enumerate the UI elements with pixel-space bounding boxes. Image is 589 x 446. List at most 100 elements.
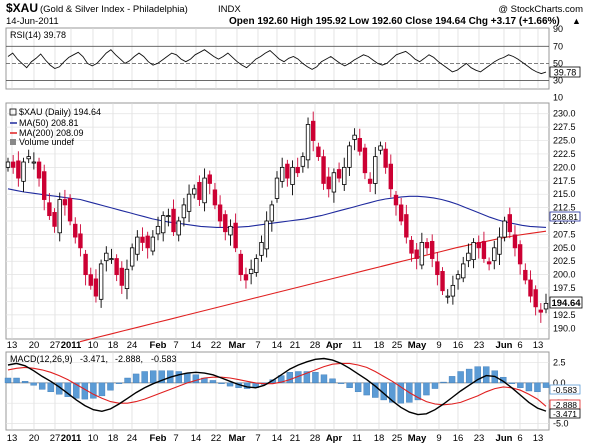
price-tick-label: 227.5 (553, 122, 576, 132)
candle-body (455, 274, 461, 280)
price-tick-label: 205.0 (553, 243, 576, 253)
x-tick-label: 7 (173, 340, 178, 351)
candle-body (104, 252, 109, 262)
price-tick-label: 217.5 (553, 176, 576, 186)
candle-body (93, 278, 99, 297)
macd-tick-label: 2.5 (553, 358, 566, 368)
rsi-tick-label: 10 (553, 93, 563, 103)
x-tick-label: 24 (127, 433, 138, 444)
macd-histogram-bar (115, 382, 123, 384)
macd-histogram-bar (30, 382, 37, 386)
price-tick-label: 190.0 (553, 323, 576, 333)
candle-body (404, 214, 409, 238)
macd-panel: MACD(12,26,9) -3.471, -2.888, -0.583 2.5… (4, 351, 581, 431)
x-tick-label: May (408, 433, 427, 444)
candle-body (347, 145, 352, 168)
macd-histogram-bar (542, 382, 550, 388)
macd-histogram-bar (13, 377, 20, 384)
macd-legend-hist: -0.583 (151, 354, 177, 364)
last-price-value: 194.64 (551, 298, 581, 309)
candle-body (429, 240, 435, 259)
x-tick-label: 2011 (61, 433, 82, 444)
x-tick-label: 9 (436, 340, 441, 351)
rsi-panel: RSI(14) 39.78 90 70 50 30 10 39.78 (5, 24, 581, 103)
macd-signal-last-value: -2.888 (553, 400, 577, 410)
candle-body (279, 166, 285, 182)
x-tick-label: Apr (326, 433, 343, 444)
candle-body (145, 235, 150, 249)
candle-body (238, 253, 243, 276)
rsi-last-value: 39.78 (554, 68, 577, 78)
candle-body (326, 176, 331, 190)
macd-histogram-bar (337, 382, 345, 384)
chart-symbol: $XAU (6, 1, 38, 15)
x-tick-label: 18 (108, 340, 119, 351)
candle-body (21, 161, 26, 182)
candle-body (16, 160, 21, 179)
ma50-line (7, 188, 547, 228)
candle-body (78, 233, 83, 249)
price-tick-label: 197.5 (553, 283, 576, 293)
candle-body (197, 181, 202, 200)
volume-legend: Volume undef (19, 137, 75, 147)
candle-body (135, 236, 140, 255)
macd-histogram-bar (389, 382, 396, 403)
candle-body (476, 242, 481, 249)
macd-histogram-bar (320, 374, 328, 384)
price-tick-label: 192.5 (553, 310, 576, 320)
macd-histogram-bar (141, 371, 148, 384)
candle-body (57, 199, 62, 234)
macd-histogram-bar (363, 382, 370, 396)
candle-body (5, 161, 11, 168)
candle-body (254, 258, 259, 273)
candle-body (388, 163, 394, 190)
macd-line (7, 357, 547, 416)
candle-body (243, 274, 249, 281)
candle-body (88, 274, 93, 286)
candle-body (424, 242, 430, 249)
macd-histogram-bar (448, 376, 456, 384)
candle-body (497, 236, 502, 255)
ma50-legend: MA(50) 208.81 (19, 118, 79, 128)
candle-body (502, 220, 507, 238)
candle-body (160, 215, 166, 234)
macd-histogram-bar (47, 382, 54, 393)
price-tick-label: 212.5 (553, 203, 576, 213)
x-axis-bottom: 13 20 27 2011 10 18 24 Feb 7 14 22 Mar 7 14 21 28 Apr 11 1… (7, 433, 544, 444)
rsi-tick-label: 30 (553, 75, 563, 85)
x-tick-label: 27 (50, 433, 61, 444)
price-tick-label: 225.0 (553, 136, 576, 146)
x-tick-label: 9 (436, 433, 441, 444)
price-tick-label: 230.0 (553, 109, 576, 119)
price-tick-label: 215.0 (553, 189, 576, 199)
candle-body (114, 258, 119, 276)
x-tick-label: 7 (173, 433, 178, 444)
candle-body (259, 242, 264, 256)
rsi-legend: RSI(14) 39.78 (10, 30, 66, 40)
candle-body (528, 279, 533, 297)
candle-body (140, 236, 145, 243)
x-tick-label: 11 (352, 433, 362, 444)
x-tick-label: Feb (150, 433, 167, 444)
candle-body (523, 269, 528, 281)
x-tick-label: Apr (326, 340, 343, 351)
candle-body (52, 212, 57, 227)
x-tick-label: 13 (7, 340, 18, 351)
candle-body (207, 174, 212, 184)
x-tick-label: Mar (229, 433, 246, 444)
macd-histogram-bar (508, 382, 516, 384)
x-tick-label: 21 (290, 433, 301, 444)
x-tick-label: 13 (533, 340, 544, 351)
candle-body (466, 252, 471, 262)
candle-body (316, 146, 321, 158)
x-tick-label: 27 (50, 340, 61, 351)
macd-tick-label: 0.0 (553, 378, 566, 388)
rsi-tick-label: 50 (553, 58, 563, 68)
macd-histogram-bar (73, 382, 80, 399)
candle-body (192, 188, 197, 195)
candle-body (67, 198, 73, 222)
macd-histogram-bar (303, 371, 311, 384)
candle-body (274, 177, 280, 199)
candle-body (36, 161, 42, 179)
macd-histogram-bar (286, 372, 294, 384)
